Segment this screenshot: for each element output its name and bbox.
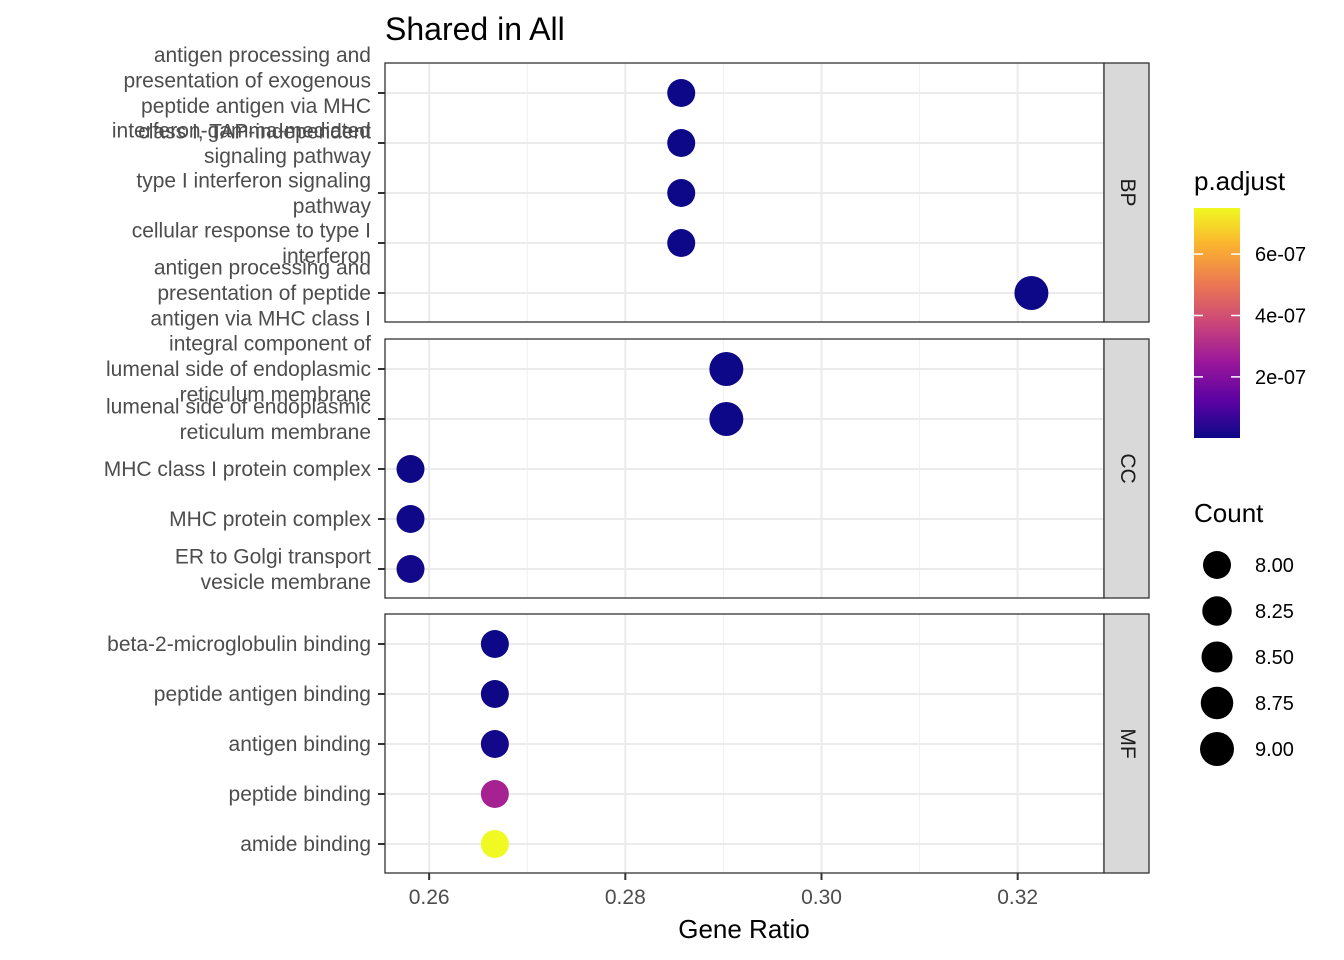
facet-strip-label: CC: [1116, 453, 1139, 483]
facet-strip-label: BP: [1116, 178, 1139, 206]
y-tick-label: beta-2-microglobulin binding: [107, 633, 371, 656]
y-tick-label: MHC protein complex: [169, 508, 371, 531]
y-tick-label: antigen binding: [229, 733, 371, 756]
size-legend-key: [1200, 732, 1234, 766]
x-tick-label: 0.26: [409, 886, 450, 909]
x-axis-title: Gene Ratio: [678, 914, 810, 944]
facet-panel-bp: antigen processing and presentation of ex…: [112, 44, 1150, 331]
y-tick-label: antigen processing and presentation of ex…: [123, 44, 371, 144]
size-legend-title: Count: [1194, 498, 1264, 528]
x-tick-label: 0.32: [997, 886, 1038, 909]
size-legend-key: [1200, 686, 1234, 720]
size-legend-label: 8.75: [1255, 693, 1294, 715]
y-tick-label: MHC class I protein complex: [104, 458, 372, 481]
data-point: [667, 79, 696, 107]
data-point: [480, 730, 509, 758]
facet-strip: [1103, 613, 1150, 874]
data-point: [480, 830, 509, 858]
data-point: [667, 229, 696, 257]
y-tick-label: type I interferon signaling pathway: [136, 169, 371, 218]
data-point: [1014, 276, 1049, 310]
y-tick-label: peptide antigen binding: [154, 683, 371, 706]
size-legend-key: [1202, 596, 1232, 626]
y-tick-label: integral component of lumenal side of end…: [106, 333, 371, 407]
facet-panel-cc: integral component of lumenal side of end…: [104, 333, 1150, 599]
y-tick-label: antigen processing and presentation of pe…: [150, 257, 371, 331]
color-legend-title: p.adjust: [1194, 166, 1286, 196]
size-legend-label: 8.25: [1255, 601, 1294, 623]
size-legend-key: [1203, 551, 1231, 579]
size-legend-label: 8.00: [1255, 555, 1294, 577]
y-tick-label: interferon-gamma-mediated signaling pathw…: [112, 119, 372, 168]
data-point: [480, 780, 509, 808]
y-tick-label: peptide binding: [229, 783, 371, 806]
data-point: [709, 402, 744, 436]
facet-strip: [1103, 62, 1150, 323]
facet-strip-label: MF: [1116, 728, 1139, 758]
y-tick-label: amide binding: [240, 833, 371, 856]
size-legend-label: 8.50: [1255, 647, 1294, 669]
color-legend-label: 4e-07: [1255, 305, 1306, 327]
size-legend-label: 9.00: [1255, 739, 1294, 761]
y-tick-label: lumenal side of endoplasmic reticulum mem…: [106, 395, 371, 444]
color-legend: p.adjust 6e-07 4e-07 2e-07: [1194, 166, 1306, 438]
data-point: [667, 129, 696, 157]
x-tick-label: 0.28: [605, 886, 646, 909]
color-legend-label: 6e-07: [1255, 244, 1306, 266]
size-legend: Count 8.00 8.25 8.50 8.75 9.00: [1194, 498, 1294, 766]
facet-panels: antigen processing and presentation of ex…: [104, 44, 1150, 874]
data-point: [480, 680, 509, 708]
x-tick-label: 0.30: [801, 886, 842, 909]
data-point: [396, 555, 425, 583]
color-legend-label: 2e-07: [1255, 367, 1306, 389]
facet-strip: [1103, 338, 1150, 599]
data-point: [667, 179, 696, 207]
x-axis: 0.26 0.28 0.30 0.32: [409, 873, 1038, 909]
size-legend-key: [1201, 641, 1233, 673]
y-tick-label: ER to Golgi transport vesicle membrane: [175, 545, 371, 594]
color-legend-bar: [1194, 208, 1240, 438]
data-point: [709, 352, 744, 386]
data-point: [396, 505, 425, 533]
facet-panel-mf: beta-2-microglobulin binding peptide anti…: [107, 613, 1150, 874]
data-point: [396, 455, 425, 483]
data-point: [480, 630, 509, 658]
chart-title: Shared in All: [385, 11, 565, 47]
